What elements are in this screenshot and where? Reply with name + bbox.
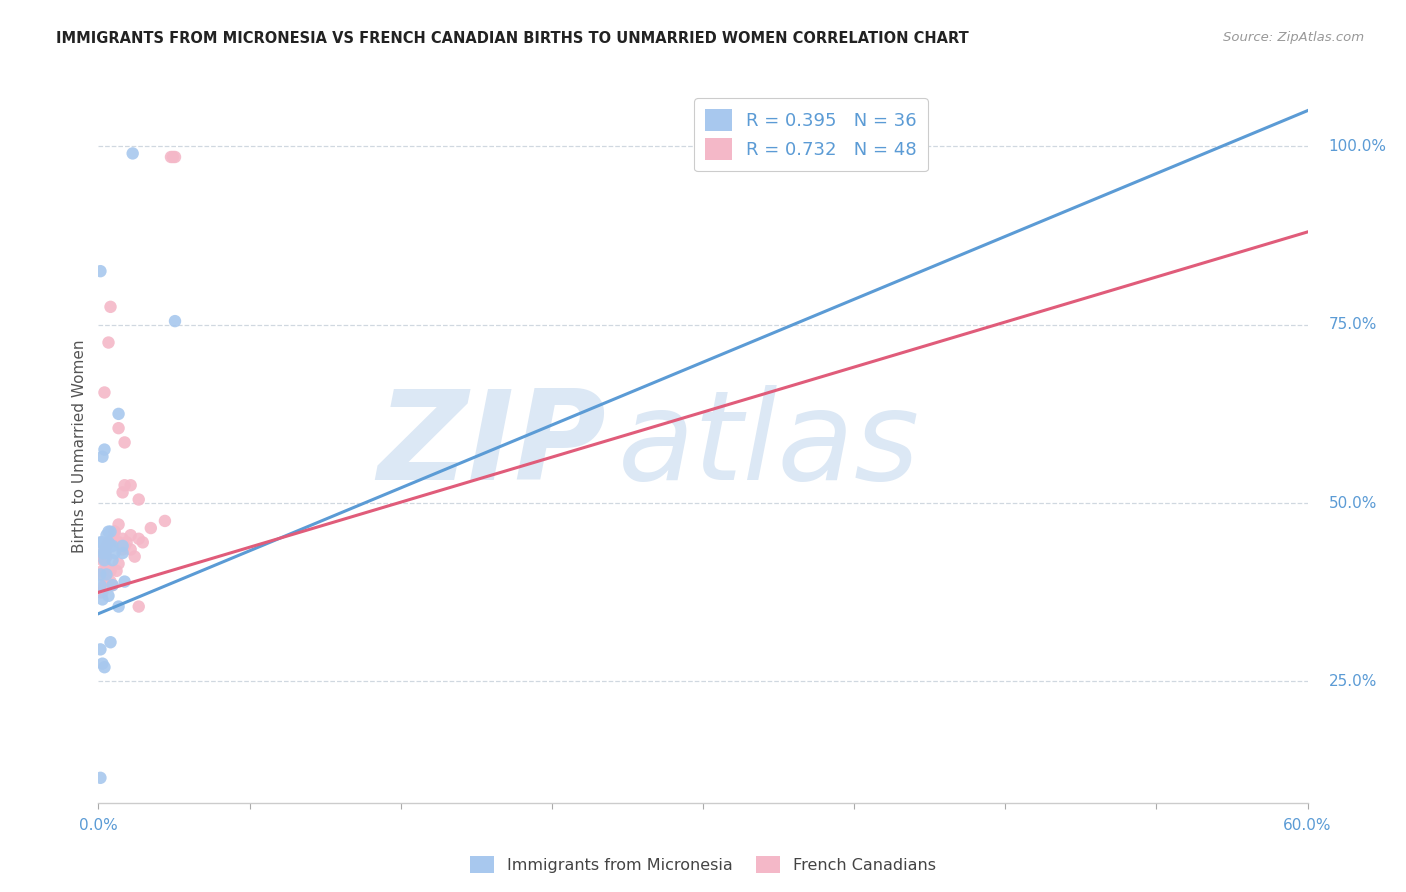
Point: [97, 589, 120, 603]
Point: [100, 635, 122, 649]
Point: [105, 564, 128, 578]
Text: atlas: atlas: [619, 385, 921, 507]
Point: [97, 535, 120, 549]
Point: [100, 300, 122, 314]
Point: [162, 150, 184, 164]
Legend: Immigrants from Micronesia, French Canadians: Immigrants from Micronesia, French Canad…: [464, 849, 942, 880]
Point: [93, 542, 115, 557]
Point: [101, 578, 124, 592]
Point: [91, 592, 114, 607]
Point: [89, 578, 111, 592]
Point: [101, 553, 124, 567]
Text: 50.0%: 50.0%: [1329, 496, 1376, 510]
Point: [96, 560, 118, 574]
Point: [91, 567, 114, 582]
Point: [111, 485, 134, 500]
Text: 60.0%: 60.0%: [1284, 818, 1331, 832]
Y-axis label: Births to Unmarried Women: Births to Unmarried Women: [72, 339, 87, 553]
Point: [100, 574, 122, 589]
Legend: R = 0.395   N = 36, R = 0.732   N = 48: R = 0.395 N = 36, R = 0.732 N = 48: [695, 98, 928, 171]
Point: [93, 546, 115, 560]
Point: [97, 535, 120, 549]
Point: [160, 150, 183, 164]
Point: [89, 642, 111, 657]
Point: [128, 492, 150, 507]
Point: [100, 524, 122, 539]
Text: 25.0%: 25.0%: [1329, 674, 1376, 689]
Point: [111, 542, 134, 557]
Point: [97, 335, 120, 350]
Point: [101, 539, 124, 553]
Point: [103, 546, 125, 560]
Point: [100, 539, 122, 553]
Point: [93, 660, 115, 674]
Point: [111, 539, 134, 553]
Text: 100.0%: 100.0%: [1329, 139, 1386, 153]
Point: [89, 567, 111, 582]
Point: [91, 553, 114, 567]
Point: [128, 599, 150, 614]
Point: [120, 542, 142, 557]
Point: [91, 450, 114, 464]
Point: [120, 528, 142, 542]
Point: [115, 535, 138, 549]
Point: [93, 578, 115, 592]
Point: [91, 564, 114, 578]
Point: [163, 150, 186, 164]
Point: [91, 546, 114, 560]
Point: [103, 524, 125, 539]
Point: [107, 517, 129, 532]
Point: [101, 578, 124, 592]
Point: [139, 521, 162, 535]
Point: [96, 542, 118, 557]
Point: [114, 539, 136, 553]
Point: [120, 478, 142, 492]
Point: [107, 407, 129, 421]
Point: [100, 564, 122, 578]
Text: 0.0%: 0.0%: [79, 818, 118, 832]
Point: [107, 599, 129, 614]
Text: ZIP: ZIP: [378, 385, 606, 507]
Point: [153, 514, 176, 528]
Point: [107, 535, 129, 549]
Text: 75.0%: 75.0%: [1329, 318, 1376, 332]
Point: [93, 553, 115, 567]
Point: [89, 585, 111, 599]
Point: [111, 546, 134, 560]
Point: [91, 535, 114, 549]
Point: [124, 549, 146, 564]
Point: [93, 442, 115, 457]
Point: [89, 535, 111, 549]
Point: [121, 146, 143, 161]
Text: IMMIGRANTS FROM MICRONESIA VS FRENCH CANADIAN BIRTHS TO UNMARRIED WOMEN CORRELAT: IMMIGRANTS FROM MICRONESIA VS FRENCH CAN…: [56, 31, 969, 46]
Point: [93, 539, 115, 553]
Point: [97, 524, 120, 539]
Point: [89, 264, 111, 278]
Point: [132, 535, 155, 549]
Point: [163, 314, 186, 328]
Point: [93, 385, 115, 400]
Point: [128, 532, 150, 546]
Point: [91, 585, 114, 599]
Point: [114, 435, 136, 450]
Point: [107, 557, 129, 571]
Point: [89, 549, 111, 564]
Point: [107, 421, 129, 435]
Point: [89, 771, 111, 785]
Point: [96, 539, 118, 553]
Point: [111, 532, 134, 546]
Point: [91, 657, 114, 671]
Point: [96, 578, 118, 592]
Point: [96, 528, 118, 542]
Point: [114, 478, 136, 492]
Point: [101, 532, 124, 546]
Point: [93, 546, 115, 560]
Text: Source: ZipAtlas.com: Source: ZipAtlas.com: [1223, 31, 1364, 45]
Point: [96, 549, 118, 564]
Point: [96, 567, 118, 582]
Point: [103, 524, 125, 539]
Point: [114, 574, 136, 589]
